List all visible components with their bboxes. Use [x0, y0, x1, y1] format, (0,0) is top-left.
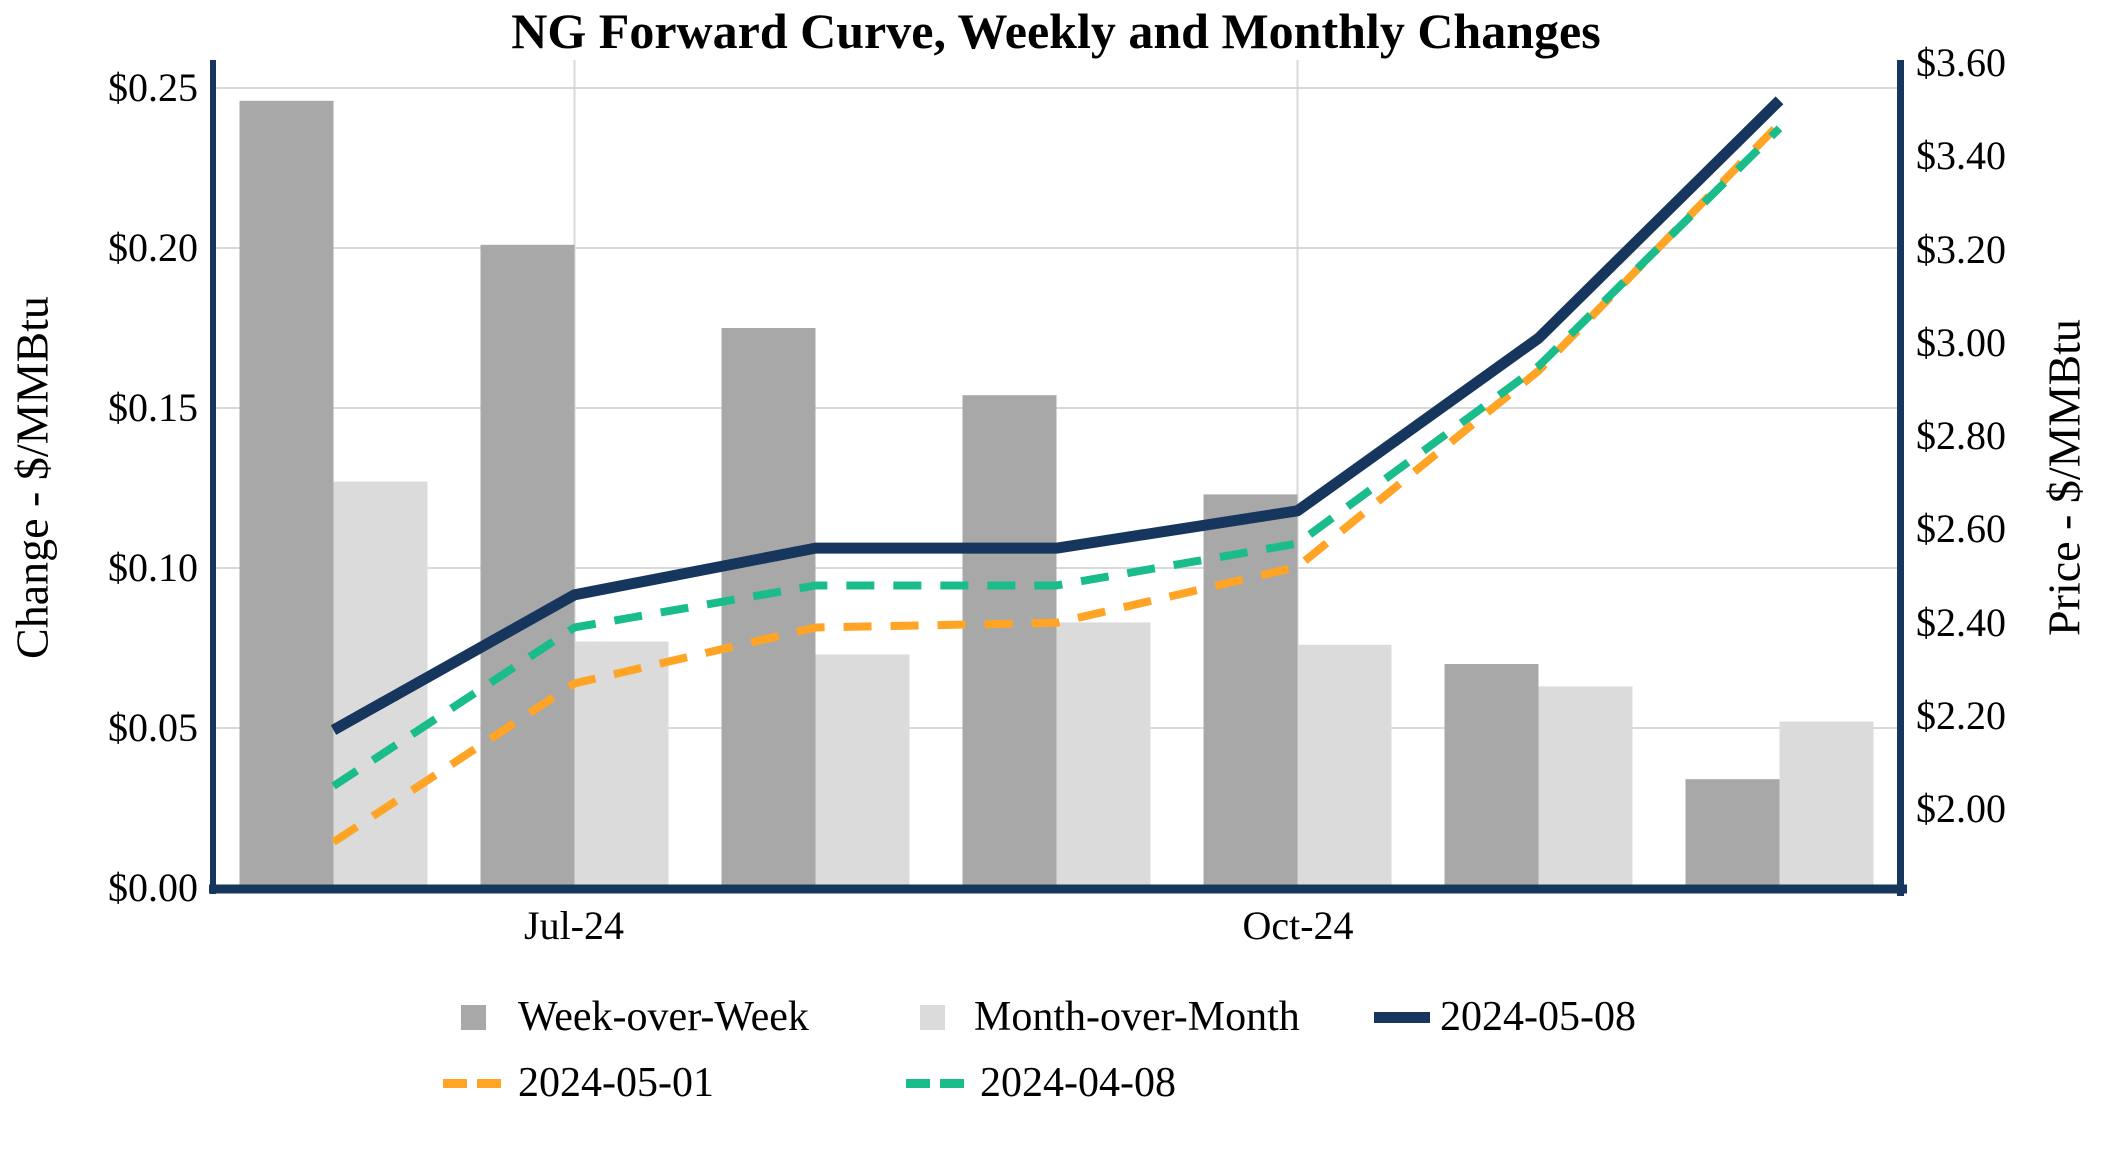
legend-label-2024-05-01: 2024-05-01 — [518, 1060, 714, 1106]
right-axis-tick: $2.00 — [1916, 786, 2006, 831]
legend-label-month-over-month: Month-over-Month — [974, 994, 1300, 1040]
legend-marker-2024-05-01 — [477, 1079, 501, 1088]
right-axis-tick: $3.60 — [1916, 40, 2006, 85]
x-axis-tick-oct24: Oct-24 — [1242, 903, 1354, 948]
line-2024-05-08 — [330, 96, 1784, 735]
right-axis-tick: $3.00 — [1916, 320, 2006, 365]
legend-label-2024-05-08: 2024-05-08 — [1440, 994, 1636, 1040]
legend-label-2024-04-08: 2024-04-08 — [980, 1060, 1176, 1106]
right-axis-tick: $2.40 — [1916, 600, 2006, 645]
legend-marker-2024-04-08 — [940, 1079, 964, 1088]
bar-week-over-week-6 — [1685, 779, 1780, 888]
bar-week-over-week-4 — [1203, 494, 1298, 888]
legend-marker-week-over-week — [461, 1005, 486, 1030]
right-axis-tick: $2.80 — [1916, 413, 2006, 458]
left-axis-tick: $0.20 — [108, 225, 198, 270]
bar-week-over-week-3 — [962, 395, 1057, 888]
bar-month-over-month-4 — [1297, 644, 1392, 888]
x-axis-tick-jul24: Jul-24 — [524, 903, 624, 948]
bar-month-over-month-6 — [1779, 721, 1874, 888]
right-axis-line — [1897, 60, 1904, 896]
bar-month-over-month-2 — [815, 654, 910, 888]
left-axis-tick: $0.00 — [108, 865, 198, 910]
bar-week-over-week-2 — [721, 328, 816, 888]
legend-marker-month-over-month — [920, 1005, 945, 1030]
left-axis-tick: $0.05 — [108, 705, 198, 750]
legend-marker-2024-05-08 — [1374, 1012, 1430, 1023]
bar-month-over-month-3 — [1056, 622, 1151, 888]
right-axis-tick: $2.60 — [1916, 506, 2006, 551]
line-2024-04-08 — [331, 125, 1783, 790]
x-axis-line — [209, 884, 1907, 894]
left-axis-tick: $0.10 — [108, 545, 198, 590]
bar-week-over-week-1 — [480, 244, 575, 889]
left-axis-title: Change - $/MMBtu — [6, 296, 58, 659]
right-axis-tick: $2.20 — [1916, 693, 2006, 738]
bar-month-over-month-5 — [1538, 686, 1633, 888]
right-axis-tick: $3.20 — [1916, 227, 2006, 272]
legend-marker-2024-04-08 — [906, 1079, 930, 1088]
bar-week-over-week-5 — [1444, 664, 1539, 888]
line-2024-05-01 — [331, 120, 1783, 846]
bar-week-over-week-0 — [239, 100, 334, 889]
legend-marker-2024-05-01 — [443, 1079, 467, 1088]
right-axis-tick: $3.40 — [1916, 133, 2006, 178]
chart-title: NG Forward Curve, Weekly and Monthly Cha… — [511, 3, 1601, 59]
left-axis-line — [210, 60, 216, 894]
left-axis-tick: $0.15 — [108, 385, 198, 430]
left-axis-tick: $0.25 — [108, 65, 198, 110]
legend-label-week-over-week: Week-over-Week — [518, 994, 809, 1040]
